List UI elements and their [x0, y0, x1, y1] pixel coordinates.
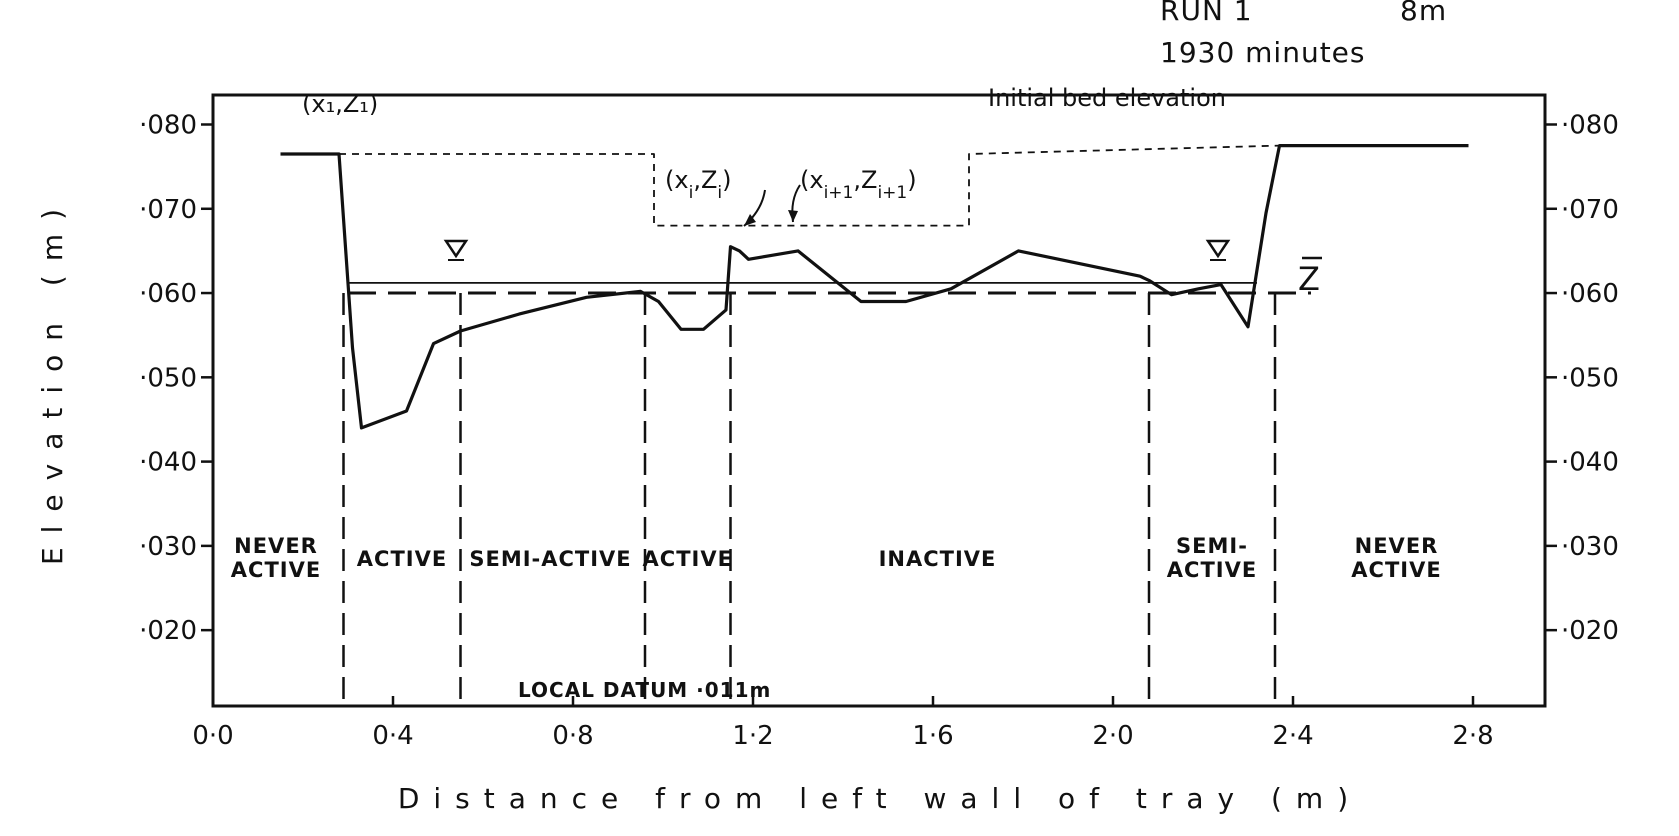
initial-bed-label: Initial bed elevation [988, 84, 1226, 112]
plot-frame [211, 93, 1547, 708]
x-tick-label: 1·2 [732, 721, 773, 751]
y-axis-title: Elevation (m) [36, 195, 69, 565]
zone-label: SEMI-ACTIVE [469, 547, 631, 571]
point-i-label: (xi,Zi) [665, 166, 732, 203]
y-tick-label-left: ·040 [139, 448, 197, 478]
x-tick-label: 0·0 [192, 721, 233, 751]
y-axis-ticks-left: ·080 ·070 ·060 ·050 ·040 ·030 ·020 [139, 110, 213, 646]
water-level-marker-left [443, 239, 469, 261]
y-tick-label-left: ·030 [139, 532, 197, 562]
y-tick-label-right: ·070 [1561, 195, 1619, 225]
y-tick-label-left: ·060 [139, 279, 197, 309]
y-tick-label-left: ·080 [139, 110, 197, 140]
point-next-label: (xi+1,Zi+1) [800, 166, 917, 203]
y-tick-label-left: ·020 [139, 616, 197, 646]
run-label: RUN 1 [1160, 0, 1253, 27]
local-datum-label: LOCAL DATUM ·011m [518, 678, 771, 702]
x-tick-label: 2·4 [1272, 721, 1313, 751]
point-next-arrow [788, 184, 801, 223]
x-tick-label: 0·8 [552, 721, 593, 751]
zone-label: ACTIVE [643, 547, 733, 571]
zone-label: INACTIVE [879, 547, 997, 571]
y-tick-label-right: ·030 [1561, 532, 1619, 562]
y-axis-ticks-right: ·080 ·070 ·060 ·050 ·040 ·030 ·020 [1545, 110, 1619, 646]
zone-labels: NEVER ACTIVE ACTIVE SEMI-ACTIVE ACTIVE INACTI… [231, 534, 1441, 582]
svg-text:Z: Z [1298, 260, 1320, 298]
x-axis-title: Distance from left wall of tray (m) [398, 782, 1362, 815]
zone-label: SEMI-ACTIVE [1167, 534, 1257, 582]
x-tick-label: 2·8 [1452, 721, 1493, 751]
y-tick-label-left: ·070 [139, 195, 197, 225]
mean-level-label: Z [1298, 256, 1322, 298]
series-solid-line [280, 144, 1469, 430]
y-tick-label-left: ·050 [139, 363, 197, 393]
x-tick-label: 1·6 [912, 721, 953, 751]
y-tick-label-right: ·080 [1561, 110, 1619, 140]
y-tick-label-right: ·060 [1561, 279, 1619, 309]
zone-label: NEVER ACTIVE [231, 534, 321, 582]
series-layer [280, 144, 1469, 430]
y-tick-label-right: ·020 [1561, 616, 1619, 646]
x-tick-label: 0·4 [372, 721, 413, 751]
x-tick-label: 2·0 [1092, 721, 1133, 751]
run-length-label: 8m [1400, 0, 1447, 27]
zone-label: NEVER ACTIVE [1351, 534, 1441, 582]
y-tick-label-right: ·050 [1561, 363, 1619, 393]
time-label: 1930 minutes [1160, 36, 1366, 69]
y-tick-label-right: ·040 [1561, 448, 1619, 478]
zone-boundaries [342, 293, 1277, 706]
zone-label: ACTIVE [357, 547, 447, 571]
point-i-arrow [743, 189, 766, 227]
water-level-marker-right [1205, 239, 1231, 261]
point-first-label: (x₁,Z₁) [302, 90, 378, 118]
series-dashed-line [339, 144, 1280, 227]
x-axis-ticks: 0·0 0·4 0·8 1·2 1·6 2·0 2·4 2·8 [192, 696, 1494, 751]
